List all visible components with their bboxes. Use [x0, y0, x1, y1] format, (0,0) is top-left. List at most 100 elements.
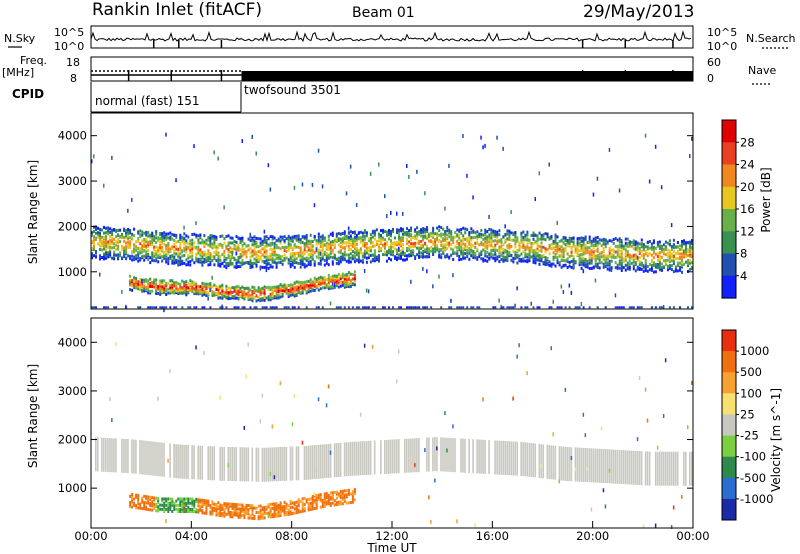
power-cell	[153, 245, 156, 249]
power-cell	[562, 240, 565, 244]
power-cell	[237, 285, 240, 289]
velocity-cell	[179, 499, 182, 503]
velocity-ground-cell	[173, 444, 175, 478]
power-cell	[197, 260, 200, 264]
velocity-ground-cell	[347, 442, 350, 477]
power-cell	[181, 262, 184, 266]
power-cell	[556, 249, 559, 253]
power-cell	[408, 240, 411, 244]
power-cell	[373, 229, 376, 233]
power-speck	[596, 306, 599, 309]
power-cell	[313, 263, 316, 267]
power-cell	[660, 244, 663, 248]
velocity-cell	[307, 502, 310, 506]
power-speck	[560, 284, 563, 289]
power-cell	[287, 295, 290, 298]
power-cell	[590, 261, 593, 265]
power-cell	[233, 286, 236, 290]
power-cell	[556, 259, 559, 263]
velocity-speck	[664, 358, 667, 363]
power-cell	[129, 274, 132, 278]
power-cell	[554, 264, 557, 268]
power-cell	[105, 252, 107, 256]
power-cell	[436, 243, 439, 247]
power-cell	[536, 236, 539, 240]
power-cell	[293, 292, 296, 296]
velocity-cell	[313, 507, 316, 510]
power-cell	[458, 258, 461, 262]
power-speck	[458, 306, 461, 309]
power-cell	[225, 290, 228, 294]
velocity-ground-cell	[155, 441, 157, 476]
velocity-speck	[293, 394, 296, 399]
velocity-cell	[181, 497, 184, 501]
power-cell	[349, 247, 352, 251]
velocity-ground-cell	[618, 449, 621, 484]
velocity-cell	[205, 501, 208, 505]
power-cell	[221, 286, 224, 289]
power-cell	[351, 231, 354, 234]
power-cell	[165, 289, 168, 293]
velocity-cell	[301, 501, 304, 505]
power-cell	[382, 236, 384, 240]
power-cell	[674, 265, 677, 269]
power-cell	[291, 251, 294, 255]
power-cell	[279, 239, 282, 243]
power-cell	[211, 246, 214, 250]
velocity-cell	[165, 507, 168, 511]
power-speck	[570, 290, 573, 295]
power-cell	[474, 231, 477, 235]
velocity-cell	[149, 495, 152, 499]
power-cell	[243, 297, 246, 301]
power-cell	[484, 228, 487, 232]
power-cell	[470, 250, 473, 254]
power-cell	[398, 237, 400, 241]
power-speck	[321, 184, 324, 189]
power-cell	[672, 260, 675, 264]
power-cell	[145, 256, 148, 260]
power-cell	[253, 261, 256, 265]
power-cell	[137, 259, 140, 263]
power-y-tick-label: 2000	[58, 219, 87, 233]
power-cell	[339, 281, 342, 284]
power-cell	[492, 239, 495, 243]
power-cell	[474, 241, 477, 245]
power-cell	[624, 253, 627, 256]
power-cell	[594, 262, 597, 266]
power-cell	[173, 233, 176, 237]
power-cell	[388, 231, 390, 235]
power-cell	[406, 254, 408, 258]
power-speck	[249, 306, 252, 309]
power-cell	[347, 277, 350, 281]
power-speck	[510, 210, 512, 215]
power-cell	[329, 255, 332, 259]
velocity-ground-cell	[269, 447, 272, 482]
velocity-speck	[424, 448, 426, 453]
power-cell	[269, 286, 272, 290]
power-cell	[446, 237, 449, 241]
power-cell	[215, 259, 218, 263]
velocity-cell	[189, 507, 192, 511]
power-cell	[510, 245, 513, 248]
power-cell	[231, 241, 234, 245]
velocity-cell	[179, 510, 182, 513]
power-speck	[105, 306, 107, 309]
freq-label-2: [MHz]	[2, 66, 34, 79]
power-cell	[107, 245, 110, 249]
power-cell	[406, 257, 408, 261]
velocity-cell	[307, 498, 310, 501]
power-cell	[271, 256, 274, 260]
power-cell	[297, 280, 300, 284]
power-cell	[331, 256, 334, 260]
velocity-cell	[175, 507, 178, 511]
power-cell	[191, 242, 194, 246]
power-cell	[221, 244, 224, 247]
power-cell	[197, 234, 200, 238]
power-cell	[486, 259, 489, 263]
power-cell	[526, 233, 529, 237]
power-cell	[534, 261, 537, 265]
power-cell	[189, 250, 192, 254]
power-cell	[594, 244, 597, 247]
power-speck	[538, 306, 541, 309]
velocity-cell	[225, 504, 228, 508]
